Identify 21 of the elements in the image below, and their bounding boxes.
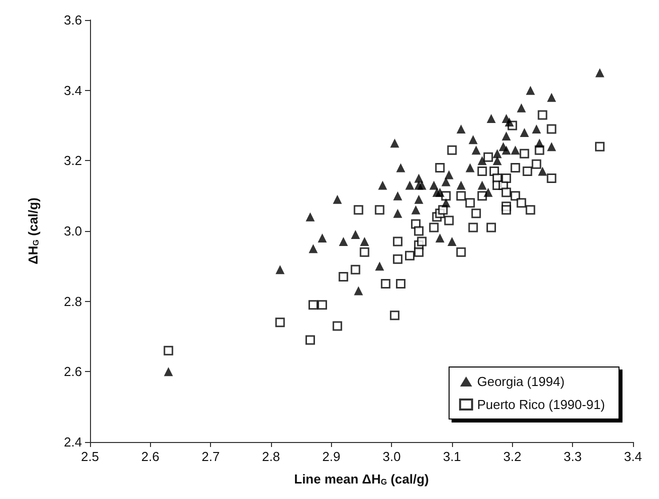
x-tick-label: 3.2 bbox=[503, 449, 522, 464]
x-tick-label: 3.0 bbox=[382, 449, 401, 464]
x-axis-title: Line mean ΔHG (cal/g) bbox=[294, 472, 429, 486]
x-tick-label: 2.6 bbox=[141, 449, 160, 464]
y-axis-title: ΔHG (cal/g) bbox=[26, 198, 40, 264]
legend-label: Georgia (1994) bbox=[477, 374, 565, 389]
legend-label: Puerto Rico (1990-91) bbox=[477, 397, 606, 412]
y-tick-label: 3.2 bbox=[64, 153, 82, 168]
x-tick-label: 3.3 bbox=[564, 449, 582, 464]
x-tick-label: 3.1 bbox=[442, 449, 462, 464]
y-tick-label: 3.6 bbox=[64, 12, 82, 28]
y-tick-label: 2.8 bbox=[64, 294, 82, 309]
x-tick-label: 2.7 bbox=[202, 449, 220, 464]
y-tick-label: 2.4 bbox=[64, 434, 82, 450]
x-tick-label: 2.8 bbox=[262, 449, 280, 464]
y-tick-label: 3.4 bbox=[64, 82, 82, 98]
y-tick-label: 3.0 bbox=[64, 224, 82, 238]
x-tick-label: 2.9 bbox=[322, 449, 340, 464]
x-tick-label: 3.4 bbox=[624, 449, 642, 464]
y-tick-label: 2.6 bbox=[64, 364, 82, 380]
x-tick-label: 2.5 bbox=[80, 449, 100, 464]
